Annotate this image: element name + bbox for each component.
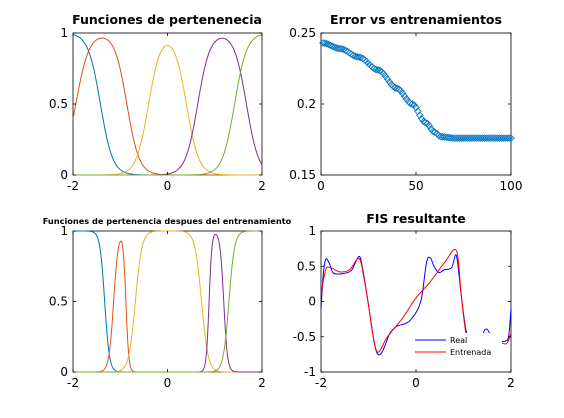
x-tick-label: 2 — [258, 179, 266, 193]
error-point — [340, 45, 348, 54]
x-tick-label: 50 — [408, 179, 423, 193]
chart-title-fis: FIS resultante — [366, 211, 466, 226]
error-point — [431, 128, 439, 137]
plot-area-1 — [72, 32, 263, 176]
legend-label-real: Real — [450, 336, 467, 345]
panel-membership-initial: Funciones de pertenenecia -2 0 200.51 — [49, 12, 266, 193]
chart-title-error: Error vs entrenamientos — [330, 12, 502, 27]
x-tick-label: 2 — [258, 376, 266, 390]
error-point — [398, 89, 407, 98]
y-tick-label: 0 — [308, 295, 316, 309]
y-tick-label: 1 — [60, 224, 68, 238]
error-point — [425, 122, 434, 130]
y-tick-label: 1 — [60, 26, 68, 40]
ticks-group-1: -2 0 200.51 — [49, 26, 266, 193]
error-point — [391, 84, 399, 92]
error-point — [324, 40, 333, 49]
error-point — [383, 75, 392, 83]
error-point — [341, 46, 350, 55]
y-tick-label: 0.5 — [49, 295, 68, 309]
error-point — [419, 117, 428, 126]
panel-fis: FIS resultante -2 0 2 -1 -0.5 0 0.5 1 Real Entr… — [293, 211, 515, 390]
x-tick-label: 100 — [500, 179, 523, 193]
ticks-group-4: -2 0 2 -1 -0.5 0 0.5 1 — [293, 224, 515, 390]
x-tick-label: -2 — [67, 179, 79, 193]
y-tick-label: 0.2 — [297, 97, 316, 111]
error-point — [412, 103, 420, 112]
panel-membership-trained: Funciones de pertenencia despues del ent… — [43, 216, 292, 390]
panel-error: Error vs entrenamientos 0 50 100 0.15 0.2 0.2… — [289, 12, 522, 193]
error-point — [385, 78, 394, 86]
y-tick-label: 1 — [308, 224, 316, 238]
series-group-2 — [319, 39, 515, 142]
error-point — [435, 131, 443, 140]
error-point — [402, 95, 411, 103]
error-point — [349, 51, 358, 60]
error-point — [393, 84, 401, 93]
error-point — [321, 39, 329, 47]
y-tick-label: 0.5 — [49, 97, 68, 111]
y-tick-label: 0.25 — [289, 26, 316, 40]
y-tick-label: 0 — [60, 168, 68, 182]
x-tick-label: 0 — [164, 179, 172, 193]
error-point — [347, 50, 356, 58]
error-point — [322, 39, 331, 48]
x-tick-label: -2 — [67, 376, 79, 390]
y-tick-label: 0 — [60, 365, 68, 379]
y-tick-label: 0.5 — [297, 259, 316, 273]
legend: Real Entrenada — [412, 333, 502, 360]
error-point — [408, 100, 416, 108]
error-point — [330, 43, 339, 51]
error-point — [406, 99, 415, 108]
error-point — [397, 87, 405, 95]
error-point — [357, 53, 365, 62]
fis-real-line — [320, 254, 512, 357]
error-point — [417, 115, 426, 123]
chart-title-membership-initial: Funciones de pertenenecia — [72, 12, 262, 27]
error-point — [355, 53, 363, 61]
x-tick-label: 2 — [507, 376, 515, 390]
error-point — [374, 66, 382, 74]
legend-box — [412, 333, 502, 360]
membership-function-line — [72, 34, 262, 176]
error-point — [414, 107, 422, 116]
y-tick-label: -0.5 — [293, 330, 316, 344]
y-tick-label: -1 — [304, 365, 316, 379]
ticks-group-3: -2 0 200.51 — [49, 224, 266, 390]
error-point — [338, 45, 346, 53]
error-point — [421, 118, 430, 127]
x-tick-label: -2 — [315, 376, 327, 390]
error-point — [507, 134, 515, 142]
series-group-1 — [72, 34, 263, 176]
error-point — [410, 101, 418, 109]
error-point — [400, 92, 409, 100]
series-group-3 — [73, 230, 262, 373]
y-tick-label: 0.15 — [289, 168, 316, 182]
chart-title-membership-trained: Funciones de pertenencia despues del ent… — [43, 216, 292, 226]
error-point — [326, 41, 335, 50]
legend-label-trained: Entrenada — [450, 348, 491, 357]
x-tick-label: 0 — [164, 376, 172, 390]
ticks-group-2: 0 50 100 0.15 0.2 0.25 — [289, 26, 522, 193]
x-tick-label: 0 — [412, 376, 420, 390]
membership-function-line — [73, 230, 262, 373]
error-point — [416, 111, 424, 119]
x-tick-label: 0 — [317, 179, 325, 193]
error-point — [345, 49, 354, 57]
error-point — [328, 42, 337, 51]
error-point — [343, 47, 352, 56]
error-point — [370, 64, 378, 73]
error-point — [429, 127, 437, 136]
error-point — [379, 70, 388, 78]
error-point — [381, 72, 390, 81]
error-point — [505, 134, 513, 142]
membership-function-line — [73, 34, 263, 176]
